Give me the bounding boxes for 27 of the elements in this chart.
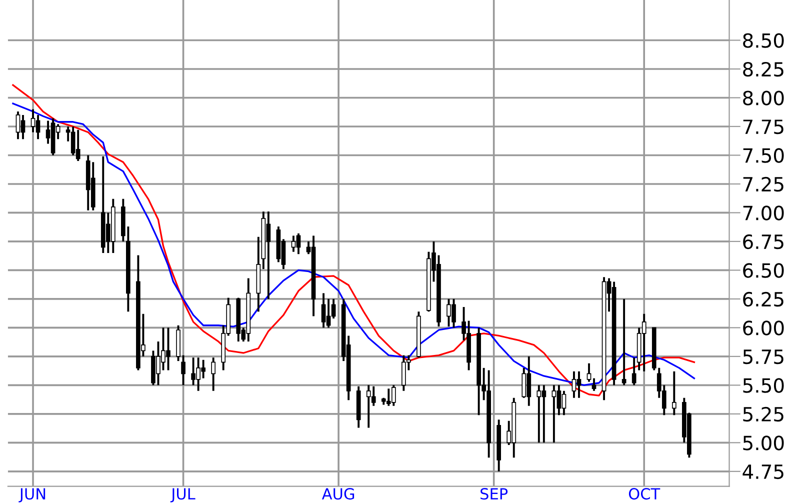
- x-tick-label: AUG: [322, 488, 354, 500]
- candlestick: [586, 362, 592, 383]
- y-tick-label: 6.00: [743, 320, 784, 336]
- y-tick-label: 5.25: [743, 406, 784, 422]
- y-tick-label: 6.25: [743, 292, 784, 307]
- x-tick-label: JUN: [18, 488, 46, 502]
- y-tick-label: 4.75: [742, 464, 784, 480]
- candlestick: [211, 356, 216, 392]
- y-tick-label: 6.75: [743, 234, 784, 250]
- candlestick: [181, 354, 186, 386]
- x-tick-label: OCT: [628, 488, 660, 500]
- y-tick-label: 7.75: [743, 120, 784, 134]
- y-tick-label: 7.50: [743, 148, 784, 163]
- y-tick-label: 5.00: [743, 436, 784, 450]
- y-tick-label: 7.25: [743, 176, 784, 192]
- y-tick-label: 7.00: [743, 206, 784, 220]
- x-tick-label: SEP: [480, 488, 508, 500]
- candlestick: [672, 370, 676, 416]
- x-tick-label: JUL: [170, 488, 196, 502]
- y-tick-label: 8.25: [743, 62, 784, 77]
- y-tick-label: 8.00: [743, 90, 784, 106]
- y-tick-label: 5.75: [743, 350, 784, 364]
- candlestick: [632, 356, 636, 386]
- candlestick: [622, 298, 626, 386]
- y-tick-label: 5.50: [743, 378, 784, 393]
- y-tick-label: 6.50: [743, 263, 784, 278]
- y-tick-label: 8.50: [743, 33, 784, 48]
